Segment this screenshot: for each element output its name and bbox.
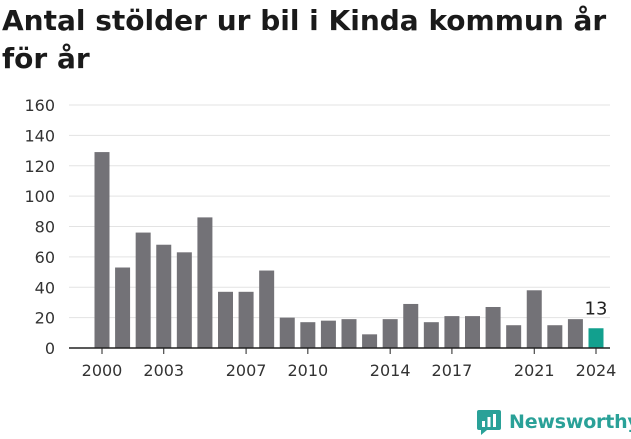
gridlines <box>69 104 610 319</box>
bar-2008 <box>259 270 275 348</box>
bar-2004 <box>176 252 192 348</box>
newsworthy-logo-icon <box>477 410 501 435</box>
bar-2020 <box>506 325 522 348</box>
x-tick-label: 2014 <box>370 361 411 380</box>
bar-2005 <box>197 217 213 348</box>
x-tick-label: 2017 <box>432 361 473 380</box>
y-axis-ticks: 0 20 40 60 80 100 120 140 160 <box>24 96 55 358</box>
y-tick-label: 100 <box>24 187 55 206</box>
x-tick-label: 2000 <box>82 361 123 380</box>
y-tick-label: 120 <box>24 157 55 176</box>
bar-2010 <box>300 322 316 348</box>
bars <box>94 152 604 348</box>
bar-2006 <box>218 291 233 348</box>
bar-2014 <box>382 319 398 348</box>
x-tick-label: 2007 <box>226 361 267 380</box>
x-tick-label: 2024 <box>576 361 617 380</box>
x-tick-label: 2010 <box>287 361 328 380</box>
bar-2016 <box>423 322 439 348</box>
bar-2018 <box>465 316 480 348</box>
y-tick-label: 60 <box>35 248 55 267</box>
x-tick-label: 2021 <box>514 361 555 380</box>
bar-2007 <box>238 291 254 348</box>
bar-2021 <box>526 290 542 348</box>
bar-2002 <box>135 232 151 348</box>
x-tick-label: 2003 <box>143 361 184 380</box>
bar-2009 <box>279 317 295 348</box>
bar-2013 <box>362 334 378 348</box>
annotations: 13 <box>585 298 608 319</box>
bar-2017 <box>444 316 460 348</box>
bar-2019 <box>485 306 501 348</box>
bar-2015 <box>403 303 419 348</box>
y-tick-label: 140 <box>24 126 55 145</box>
y-tick-label: 20 <box>35 309 55 328</box>
y-tick-label: 0 <box>45 339 55 358</box>
bar-2012 <box>341 319 357 348</box>
y-tick-label: 160 <box>24 96 55 115</box>
bar-2011 <box>320 320 336 348</box>
bar-2022 <box>547 325 563 348</box>
chart-title: Antal stölder ur bil i Kinda kommun år f… <box>2 4 607 75</box>
bar-2003 <box>156 244 172 348</box>
bar-2000 <box>94 152 110 348</box>
bar-2024 <box>588 328 604 348</box>
y-tick-label: 40 <box>35 278 55 297</box>
newsworthy-logo: Newsworthy <box>476 408 631 436</box>
y-tick-label: 80 <box>35 218 55 237</box>
highlight-value-label: 13 <box>585 298 608 319</box>
bar-2001 <box>115 267 131 348</box>
x-axis-ticks: 2000 2003 2007 2010 2014 2017 2021 2024 <box>82 348 617 380</box>
brand-name: Newsworthy <box>509 411 631 433</box>
bar-2023 <box>567 319 583 348</box>
